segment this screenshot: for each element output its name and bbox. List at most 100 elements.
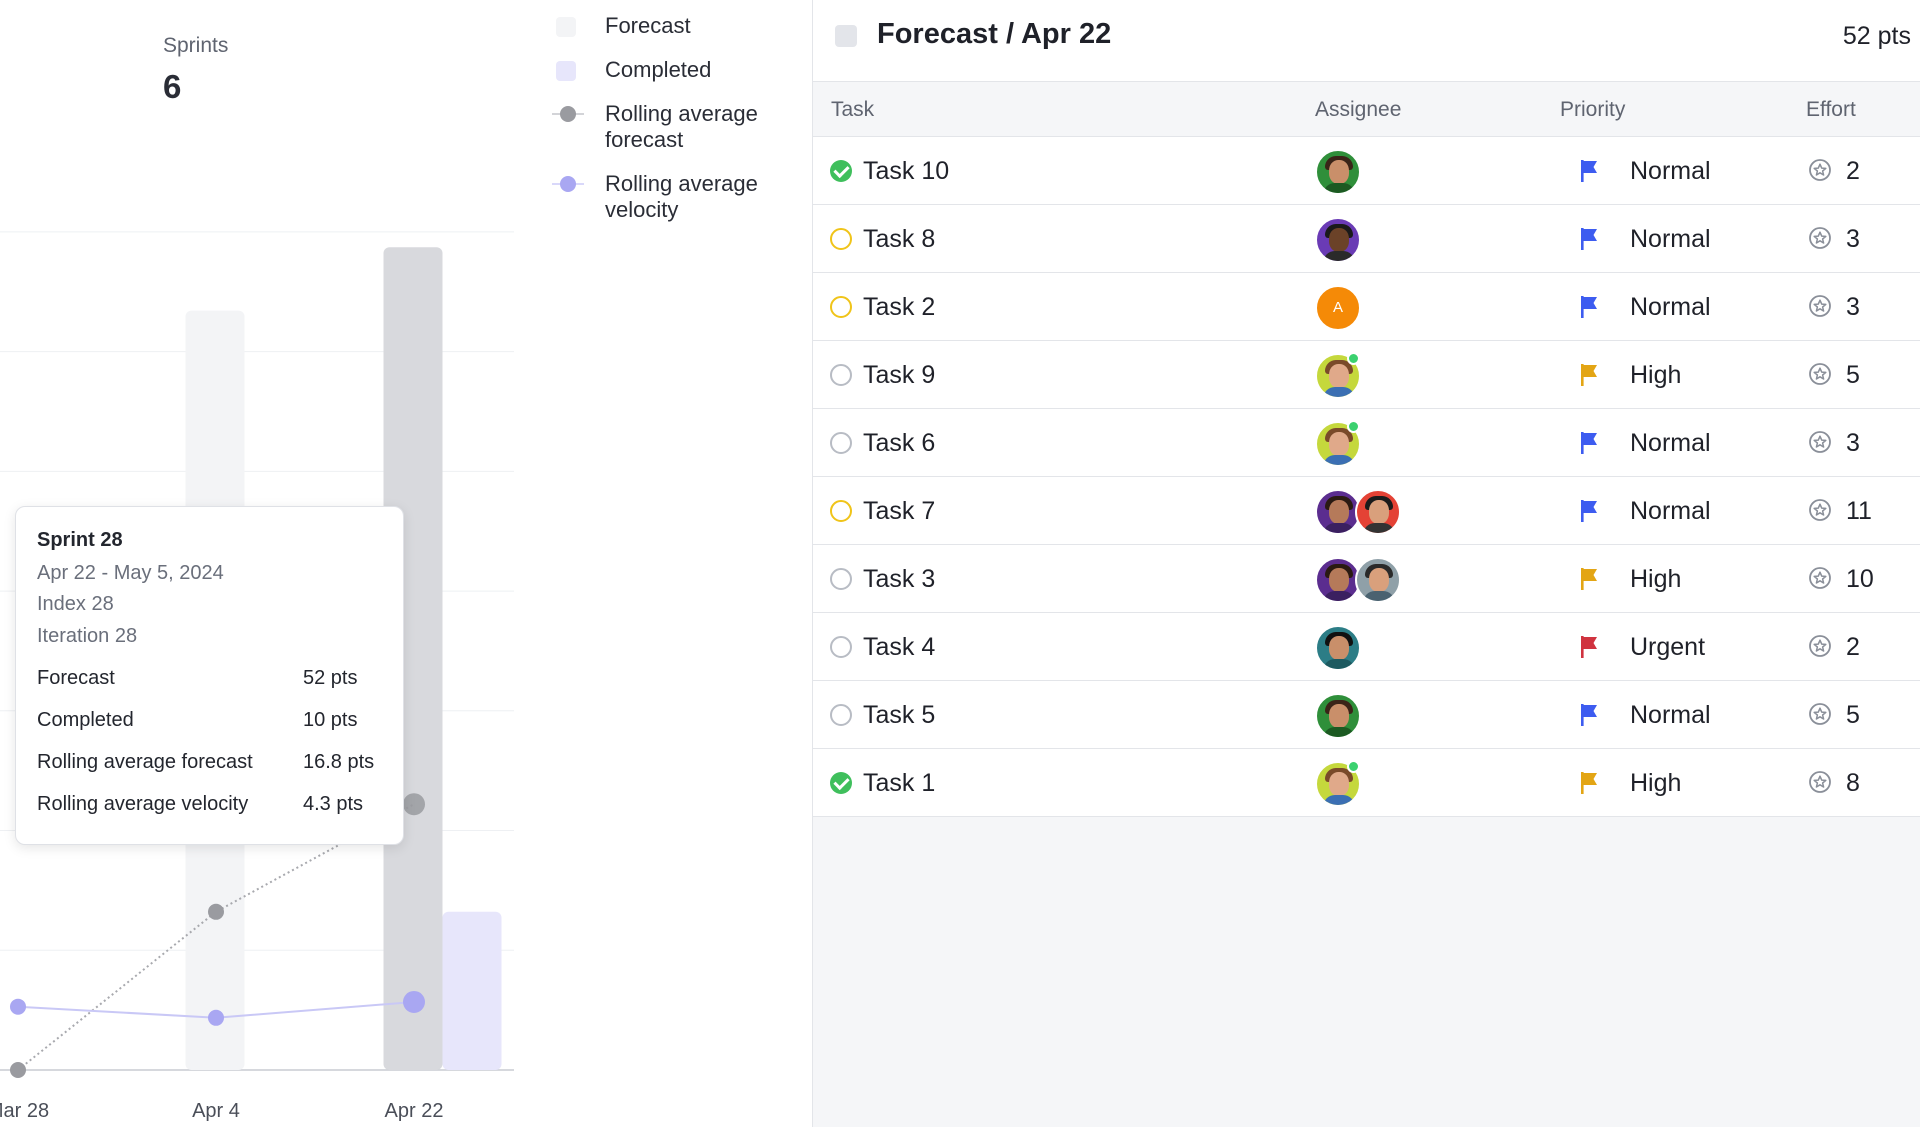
avatar[interactable] xyxy=(1355,557,1401,603)
table-header: Task Assignee Priority Effort xyxy=(813,82,1920,137)
rolling-velocity-point xyxy=(208,1009,224,1026)
chart-panel: Sprints 6 Mar 28 Apr 4 Apr 22 Forecast Com… xyxy=(0,0,812,1127)
effort-value: 8 xyxy=(1846,769,1860,797)
legend-swatch-completed xyxy=(556,61,576,81)
completed-bar xyxy=(442,911,502,1070)
flag-icon xyxy=(1581,704,1597,726)
column-header-effort[interactable]: Effort xyxy=(1806,98,1856,121)
effort-icon xyxy=(1809,295,1831,317)
task-name[interactable]: Task 7 xyxy=(863,497,936,525)
status-todo-icon[interactable] xyxy=(830,432,852,454)
task-name[interactable]: Task 3 xyxy=(863,565,936,593)
tooltip-title: Sprint 28 xyxy=(37,529,123,551)
effort-value: 11 xyxy=(1846,497,1872,525)
effort-icon xyxy=(1809,771,1831,793)
avatar-initial: A xyxy=(1332,299,1343,316)
tooltip-row-label: Forecast xyxy=(37,667,115,689)
legend-label: Completed xyxy=(605,57,712,82)
avatar[interactable]: A xyxy=(1315,285,1361,331)
legend-dot-rolling-velocity xyxy=(560,176,576,192)
table-row[interactable]: Task 10 Normal 2 xyxy=(813,137,1920,205)
tooltip-row-value: 52 pts xyxy=(303,667,358,689)
avatar[interactable] xyxy=(1315,489,1361,535)
avatar[interactable] xyxy=(1355,489,1401,535)
status-todo-icon[interactable] xyxy=(830,704,852,726)
status-done-icon[interactable] xyxy=(830,772,852,794)
priority-label: Normal xyxy=(1630,701,1711,729)
effort-icon xyxy=(1809,363,1831,385)
panel-total-points: 52 pts xyxy=(1842,22,1911,50)
avatar[interactable] xyxy=(1315,217,1361,263)
status-todo-icon[interactable] xyxy=(830,364,852,386)
status-todo-icon[interactable] xyxy=(830,636,852,658)
priority-label: Normal xyxy=(1630,293,1711,321)
avatar[interactable] xyxy=(1315,149,1361,195)
priority-label: Normal xyxy=(1630,497,1711,525)
task-name[interactable]: Task 4 xyxy=(863,633,936,661)
table-row[interactable]: Task 2 A Normal 3 xyxy=(813,273,1920,341)
status-progress-icon[interactable] xyxy=(830,296,852,318)
status-progress-icon[interactable] xyxy=(830,500,852,522)
table-row[interactable]: Task 7 Normal 11 xyxy=(813,477,1920,545)
table-row[interactable]: Task 5 Normal 5 xyxy=(813,681,1920,749)
legend-label: Rolling average forecast xyxy=(605,101,758,152)
rolling-forecast-point xyxy=(10,1062,26,1078)
flag-icon xyxy=(1581,568,1597,590)
sprints-count: 6 xyxy=(163,68,182,105)
task-name[interactable]: Task 5 xyxy=(863,701,936,729)
table-row[interactable]: Task 6 Normal 3 xyxy=(813,409,1920,477)
column-header-priority[interactable]: Priority xyxy=(1560,98,1626,121)
task-name[interactable]: Task 10 xyxy=(863,157,950,185)
avatar[interactable] xyxy=(1315,625,1361,671)
status-todo-icon[interactable] xyxy=(830,568,852,590)
tooltip-iteration: Iteration 28 xyxy=(37,625,138,647)
priority-label: High xyxy=(1630,769,1682,797)
task-name[interactable]: Task 1 xyxy=(863,769,936,797)
effort-value: 3 xyxy=(1846,225,1860,253)
flag-icon xyxy=(1581,228,1597,250)
effort-value: 10 xyxy=(1846,565,1874,593)
status-progress-icon[interactable] xyxy=(830,228,852,250)
rolling-forecast-point xyxy=(403,793,425,816)
flag-icon xyxy=(1581,636,1597,658)
task-name[interactable]: Task 2 xyxy=(863,293,936,321)
flag-icon xyxy=(1581,772,1597,794)
effort-icon xyxy=(1809,499,1831,521)
tooltip-row-value: 10 pts xyxy=(303,709,358,731)
effort-icon xyxy=(1809,703,1831,725)
effort-icon xyxy=(1809,567,1831,589)
forecast-detail-panel: Forecast / Apr 22 52 pts Task Assignee P… xyxy=(812,0,1920,1127)
task-name[interactable]: Task 9 xyxy=(863,361,936,389)
table-row[interactable]: Task 4 Urgent 2 xyxy=(813,613,1920,681)
sprint-tooltip: Sprint 28 Apr 22 - May 5, 2024 Index 28 … xyxy=(15,506,404,845)
effort-icon xyxy=(1809,227,1831,249)
legend-dot-rolling-forecast xyxy=(560,106,576,122)
table-row[interactable]: Task 3 High 10 xyxy=(813,545,1920,613)
flag-icon xyxy=(1581,160,1597,182)
effort-value: 3 xyxy=(1846,293,1860,321)
rolling-forecast-point xyxy=(208,903,224,920)
panel-header: Forecast / Apr 22 52 pts xyxy=(813,0,1920,82)
column-header-assignee[interactable]: Assignee xyxy=(1315,98,1402,121)
tooltip-index: Index 28 xyxy=(37,593,114,615)
legend-item-rolling-velocity[interactable]: Rolling average velocity xyxy=(552,171,782,225)
column-header-task[interactable]: Task xyxy=(831,98,875,121)
select-all-checkbox[interactable] xyxy=(835,25,857,47)
priority-label: High xyxy=(1630,361,1682,389)
table-row[interactable]: Task 1 High 8 xyxy=(813,749,1920,817)
table-row[interactable]: Task 8 Normal 3 xyxy=(813,205,1920,273)
online-indicator xyxy=(1347,352,1360,365)
effort-value: 5 xyxy=(1846,361,1860,389)
tooltip-row-label: Rolling average forecast xyxy=(37,751,253,773)
table-row[interactable]: Task 9 High 5 xyxy=(813,341,1920,409)
avatar[interactable] xyxy=(1315,693,1361,739)
online-indicator xyxy=(1347,760,1360,773)
legend-item-rolling-forecast[interactable]: Rolling average forecast xyxy=(552,101,782,155)
task-name[interactable]: Task 8 xyxy=(863,225,936,253)
avatar[interactable] xyxy=(1315,761,1361,807)
avatar[interactable] xyxy=(1315,353,1361,399)
tooltip-row-value: 4.3 pts xyxy=(303,793,364,815)
task-name[interactable]: Task 6 xyxy=(863,429,936,457)
status-done-icon[interactable] xyxy=(830,160,852,182)
legend-swatch-forecast xyxy=(556,17,576,37)
